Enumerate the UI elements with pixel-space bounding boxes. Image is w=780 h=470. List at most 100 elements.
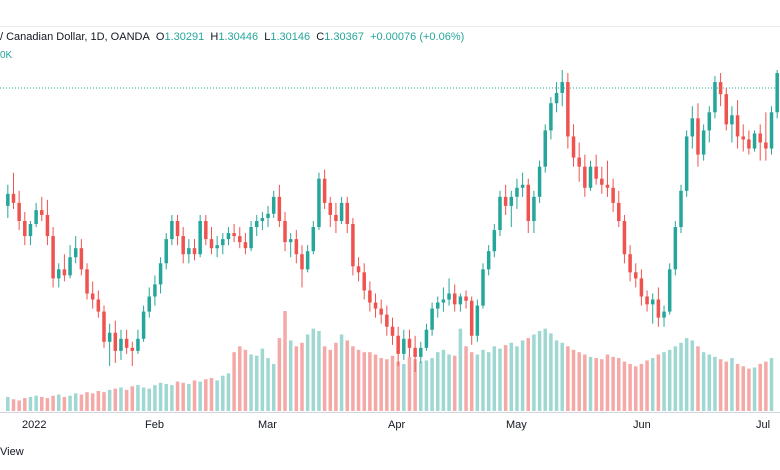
volume-bar xyxy=(419,361,423,411)
volume-bar xyxy=(436,352,440,411)
candle-body xyxy=(684,136,689,191)
volume-bar xyxy=(379,358,383,411)
candle-body xyxy=(73,248,78,258)
candle-body xyxy=(543,130,547,167)
volume-bar xyxy=(650,358,655,411)
candle-body xyxy=(730,115,734,125)
volume-bar xyxy=(741,366,745,411)
volume-legend: 0K xyxy=(0,50,13,61)
candle-body xyxy=(238,236,242,243)
volume-bar xyxy=(407,356,412,411)
candle-body xyxy=(147,296,152,312)
candle-body xyxy=(690,118,695,137)
volume-bar xyxy=(96,391,101,411)
candle-body xyxy=(537,166,542,197)
candle-body xyxy=(334,214,338,221)
volume-bar xyxy=(718,359,723,411)
candle-body xyxy=(260,217,265,221)
volume-bar xyxy=(673,346,678,411)
candle-body xyxy=(215,245,219,249)
open-label: O xyxy=(155,31,165,43)
volume-bar xyxy=(645,360,649,411)
volume-bar xyxy=(40,396,44,411)
volume-bar xyxy=(73,393,78,411)
volume-bar xyxy=(187,383,191,411)
candle-body xyxy=(209,239,214,249)
volume-bar xyxy=(17,400,21,411)
volume-bar xyxy=(611,356,615,411)
candle-body xyxy=(6,193,10,206)
volume-bar xyxy=(617,358,621,411)
footer-view-label[interactable]: View xyxy=(0,446,24,458)
candle-body xyxy=(402,338,406,354)
candle-body xyxy=(119,338,123,351)
candle-body xyxy=(424,329,429,348)
candle-body xyxy=(475,305,480,336)
candle-body xyxy=(51,236,55,279)
candle-body xyxy=(249,227,253,249)
volume-bar xyxy=(458,328,463,411)
volume-bar xyxy=(300,342,304,411)
low-value: 1.30146 xyxy=(270,31,311,43)
volume-bar xyxy=(124,389,129,411)
candle-body xyxy=(221,239,225,246)
candle-body xyxy=(385,314,389,327)
volume-bar xyxy=(441,349,446,411)
volume-bar xyxy=(588,356,593,411)
volume-bar xyxy=(283,311,287,411)
volume-bar xyxy=(215,380,219,411)
volume-bar xyxy=(153,385,157,411)
candle-body xyxy=(130,347,135,351)
candle-body xyxy=(23,221,27,237)
candle-body xyxy=(79,248,84,270)
symbol-label[interactable]: / Canadian Dollar, 1D, OANDA xyxy=(0,31,150,43)
candle-body xyxy=(362,272,366,291)
volume-bar xyxy=(356,349,361,411)
volume-bar xyxy=(288,340,293,411)
candle-body xyxy=(430,308,434,330)
candle-body xyxy=(628,254,632,273)
candle-body xyxy=(735,115,740,137)
volume-bar xyxy=(492,346,497,411)
candle-body xyxy=(40,210,44,215)
candle-body xyxy=(452,293,457,305)
candle-body xyxy=(339,202,344,221)
volume-bar xyxy=(566,346,570,411)
candle-body xyxy=(232,233,236,237)
candle-body xyxy=(650,299,655,305)
candle-body xyxy=(34,210,38,225)
candle-body xyxy=(107,332,112,342)
candle-body xyxy=(198,221,202,255)
volume-bar xyxy=(475,354,480,411)
volume-bar xyxy=(68,395,72,411)
volume-bar xyxy=(170,385,174,411)
low-label: L xyxy=(264,31,271,43)
volume-bar xyxy=(158,382,163,411)
candle-body xyxy=(413,347,417,357)
volume-bar xyxy=(204,379,208,411)
volume-bar xyxy=(56,394,61,411)
volume-bar xyxy=(141,387,146,411)
volume-bar xyxy=(198,381,202,411)
candle-body xyxy=(294,239,299,255)
candle-body xyxy=(311,227,316,252)
time-axis[interactable] xyxy=(0,412,780,438)
volume-bar xyxy=(549,333,553,411)
candle-body xyxy=(28,224,33,237)
candle-body xyxy=(775,73,779,113)
volume-bar xyxy=(368,352,372,411)
candle-body xyxy=(447,293,451,300)
candle-body xyxy=(419,347,423,357)
volume-bar xyxy=(679,342,683,411)
candle-body xyxy=(673,227,678,270)
volume-bar xyxy=(221,375,225,411)
candle-body xyxy=(532,196,536,221)
volume-bar xyxy=(402,363,406,411)
volume-bar xyxy=(11,399,16,411)
volume-bar xyxy=(764,361,768,411)
volume-bar xyxy=(260,348,265,411)
candle-body xyxy=(611,187,615,203)
volume-bar xyxy=(503,345,508,411)
candle-body xyxy=(588,166,593,188)
